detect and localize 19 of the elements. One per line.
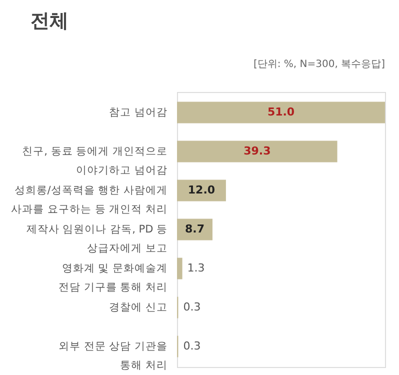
data-label: 12.0 (188, 183, 216, 196)
y-tick-label: 제작사 임원이나 감독, PD 등 상급자에게 보고 (26, 224, 168, 254)
bar (177, 258, 182, 280)
y-tick-label: 참고 넘어감 (109, 106, 168, 118)
y-tick-label: 외부 전문 상담 기관을 통해 처리 (58, 340, 168, 372)
y-tick-label: 영화계 및 문화예술계 전담 기구를 통해 처리 (58, 262, 168, 294)
data-label: 1.3 (187, 262, 205, 275)
chart-title: 전체 (30, 10, 69, 32)
data-label: 0.3 (183, 340, 201, 353)
y-tick-label: 친구, 동료 등에게 개인적으로 이야기하고 넘어감 (22, 145, 168, 176)
data-label: 0.3 (183, 300, 201, 314)
data-label: 51.0 (267, 105, 295, 118)
y-tick-label: 경찰에 신고 (109, 302, 168, 314)
bar (177, 102, 385, 124)
bar (177, 140, 338, 162)
chart-subtitle: [단위: %, N=300, 복수응답] (253, 59, 386, 70)
y-tick-label: 성희롱/성폭력을 행한 사람에게 사과를 요구하는 등 개인적 처리 (11, 184, 168, 216)
data-label: 8.7 (184, 222, 204, 236)
data-label: 39.3 (244, 144, 271, 158)
